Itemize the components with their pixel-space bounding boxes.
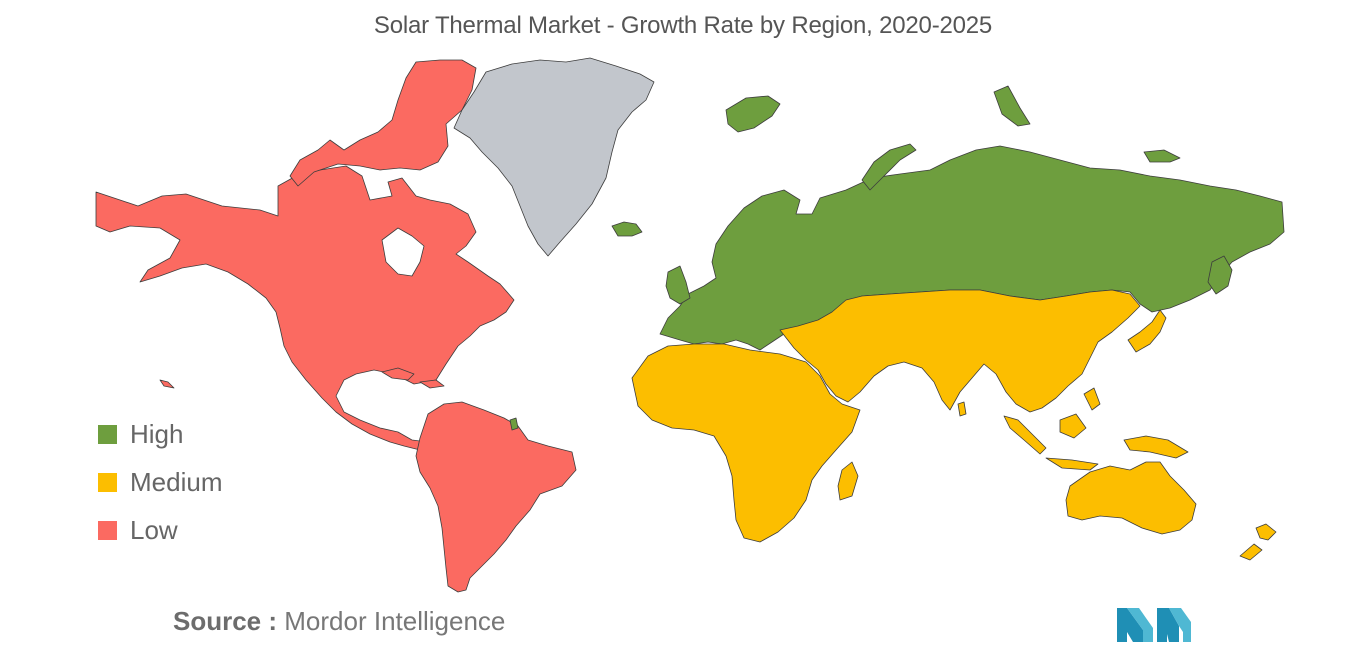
region-middle-east-asia	[779, 289, 1141, 413]
legend: High Medium Low	[98, 410, 222, 554]
region-uk	[665, 265, 691, 305]
mordor-intelligence-logo-icon	[1117, 608, 1191, 642]
source-text: Mordor Intelligence	[284, 606, 506, 636]
region-sri-lanka	[957, 401, 967, 417]
legend-label: Medium	[130, 466, 223, 497]
region-sakhalin-kamchatka	[1207, 255, 1233, 295]
legend-item-low: Low	[98, 506, 222, 554]
region-caribbean	[159, 367, 445, 389]
region-greenland	[453, 57, 655, 257]
region-french-guiana	[509, 417, 519, 431]
region-south-america	[415, 401, 577, 593]
region-africa	[631, 343, 861, 543]
region-iceland	[611, 221, 643, 237]
region-arctic-islands	[289, 59, 477, 187]
region-southeast-asia-islands	[1003, 387, 1189, 471]
region-hudson-bay	[381, 227, 425, 277]
region-new-zealand	[1239, 523, 1277, 561]
legend-item-medium: Medium	[98, 458, 222, 506]
region-australia	[1065, 461, 1197, 535]
source-label: Source :	[173, 606, 278, 636]
legend-swatch-low	[98, 520, 117, 540]
legend-label: High	[130, 418, 184, 449]
legend-swatch-medium	[98, 472, 117, 492]
chart-title: Solar Thermal Market - Growth Rate by Re…	[373, 12, 993, 39]
legend-item-high: High	[98, 410, 222, 458]
legend-label: Low	[130, 514, 178, 545]
source-note: Source : Mordor Intelligence	[173, 606, 505, 637]
region-svalbard-novaya	[725, 85, 1181, 191]
world-map	[95, 57, 1285, 593]
legend-swatch-high	[98, 424, 117, 444]
region-japan	[1127, 309, 1167, 353]
region-madagascar	[837, 461, 859, 501]
